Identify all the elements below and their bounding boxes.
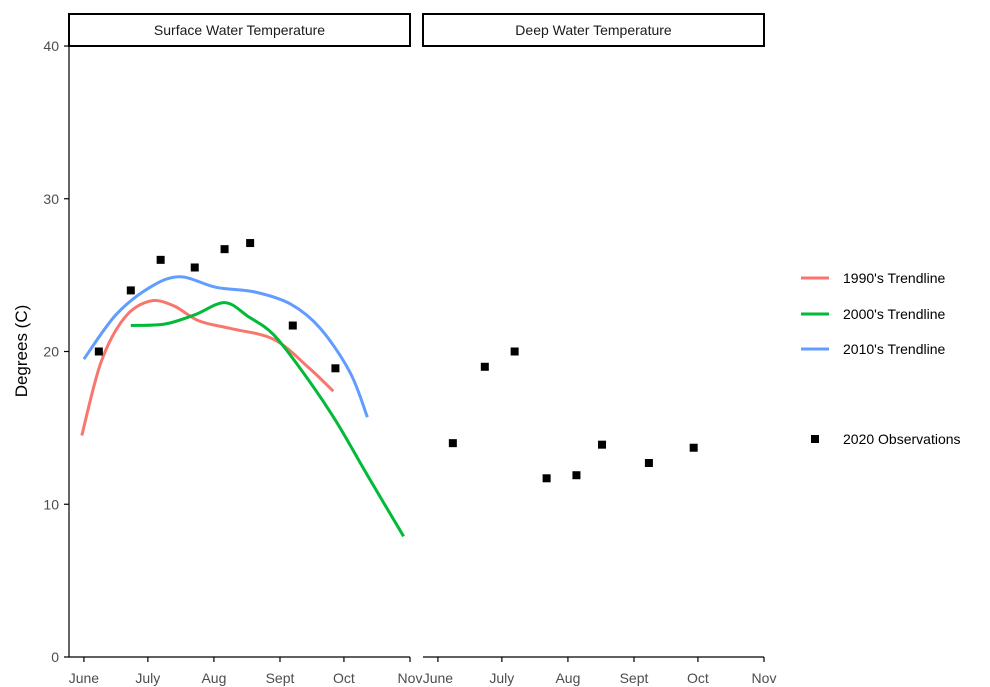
observation-point xyxy=(448,439,457,448)
x-tick-label: Nov xyxy=(752,670,777,686)
y-tick-label: 30 xyxy=(43,191,59,207)
observation-point xyxy=(644,459,653,468)
legend-label: 2020 Observations xyxy=(843,431,961,447)
legend: 1990's Trendline 2000's Trendline 2010's T… xyxy=(801,270,961,447)
observation-point xyxy=(542,474,551,483)
observation-point xyxy=(598,440,607,449)
y-tick-label: 40 xyxy=(43,38,59,54)
x-tick-label: June xyxy=(423,670,454,686)
y-axis-ticks: 0 10 20 30 40 xyxy=(43,38,69,665)
panel-strip-deep: Deep Water Temperature xyxy=(422,13,765,47)
legend-label: 2010's Trendline xyxy=(843,341,946,357)
x-tick-label: Aug xyxy=(201,670,226,686)
x-tick-label: Sept xyxy=(266,670,295,686)
observation-point xyxy=(331,364,340,373)
observation-point xyxy=(288,321,297,330)
legend-label: 2000's Trendline xyxy=(843,306,946,322)
x-tick-label: Sept xyxy=(620,670,649,686)
x-tick-label: June xyxy=(69,670,100,686)
panel-title-surface: Surface Water Temperature xyxy=(154,22,325,38)
panel-strip-surface: Surface Water Temperature xyxy=(68,13,411,47)
legend-label: 1990's Trendline xyxy=(843,270,946,286)
observation-point xyxy=(156,255,165,264)
y-tick-label: 0 xyxy=(51,649,59,665)
panel-title-deep: Deep Water Temperature xyxy=(515,22,672,38)
x-tick-label: Nov xyxy=(398,670,423,686)
observation-point xyxy=(126,286,135,295)
observation-point xyxy=(689,443,698,452)
trendline-2000-s-trendline xyxy=(130,301,405,538)
y-axis-title: Degrees (C) xyxy=(12,305,31,398)
x-tick-label: Oct xyxy=(687,670,709,686)
x-tick-label: July xyxy=(135,670,160,686)
observation-point xyxy=(190,263,199,272)
observation-point xyxy=(94,347,103,356)
observation-point xyxy=(246,239,255,248)
observation-point xyxy=(510,347,519,356)
x-axis-ticks: June July Aug Sept Oct Nov June July Aug Sept Oct N… xyxy=(69,657,777,686)
x-tick-label: July xyxy=(489,670,514,686)
trendline-1990-s-trendline xyxy=(80,299,335,436)
trendline-2010-s-trendline xyxy=(82,275,369,418)
x-tick-label: Aug xyxy=(555,670,580,686)
chart-marks xyxy=(80,239,698,538)
observation-point xyxy=(572,471,581,480)
observation-point xyxy=(480,362,489,371)
x-tick-label: Oct xyxy=(333,670,355,686)
legend-key-2020-observations xyxy=(811,435,819,443)
y-tick-label: 20 xyxy=(43,344,59,360)
y-tick-label: 10 xyxy=(43,496,59,512)
observation-point xyxy=(220,245,229,254)
